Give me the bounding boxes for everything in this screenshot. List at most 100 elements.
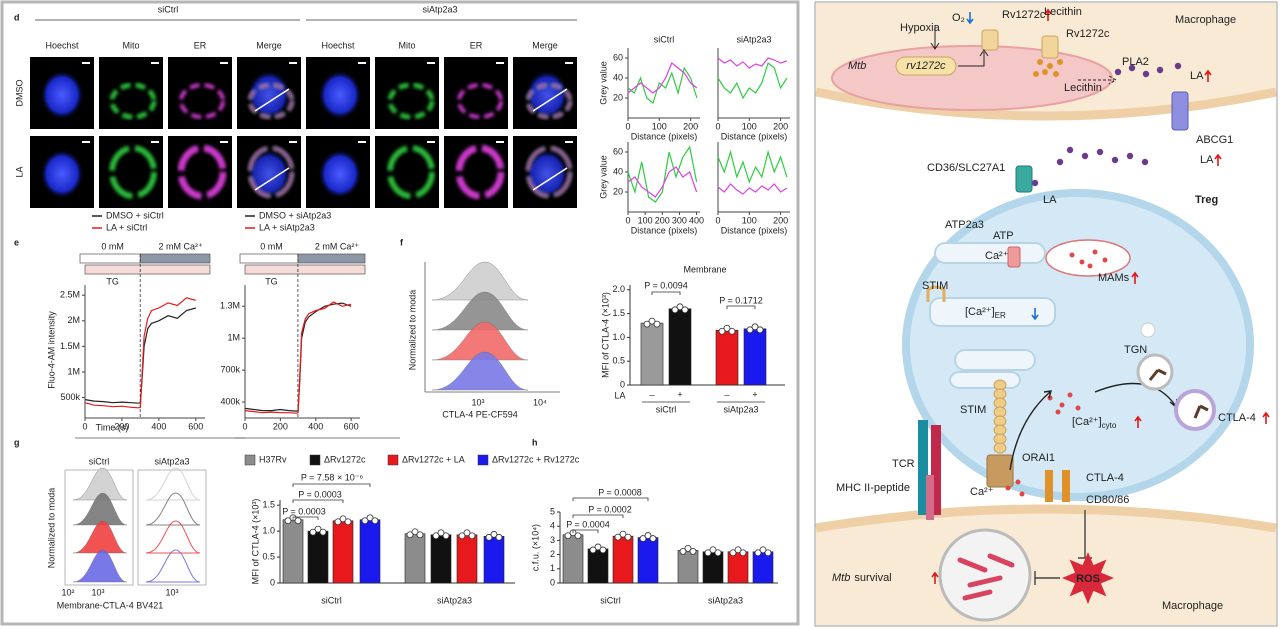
- protocol-bar: [297, 253, 366, 264]
- replicate-dot: [754, 549, 762, 557]
- bar: [677, 550, 699, 584]
- diagram-label: CD80/86: [1086, 494, 1129, 506]
- column-label: Mito: [398, 40, 415, 50]
- replicate-dot: [734, 546, 742, 554]
- y-axis-label: Grey value: [598, 155, 608, 199]
- histogram-frame: [137, 469, 207, 586]
- bar: [637, 537, 659, 584]
- replicate-dot: [361, 517, 369, 525]
- replicate-dot: [614, 533, 622, 541]
- replicate-dot: [366, 514, 374, 522]
- x-tick-label: 0: [715, 215, 720, 225]
- stim-top: [926, 285, 946, 302]
- calcium-dot: [1087, 263, 1093, 269]
- protocol-label: TG: [265, 276, 278, 286]
- p-value: P = 0.0094: [644, 280, 688, 290]
- y-tick-label: 1.5: [262, 500, 275, 510]
- replicate-dot: [458, 532, 466, 540]
- membrane: [815, 504, 1277, 533]
- ros-burst: [1062, 552, 1114, 604]
- calcium-dot: [1055, 409, 1061, 415]
- trend-arrow: [1131, 271, 1139, 284]
- replicate-dot: [599, 546, 607, 554]
- diagram-label: O₂: [952, 12, 965, 24]
- replicate-dot: [644, 532, 652, 539]
- data-line: [627, 62, 698, 94]
- group-label: siAtp2a3: [437, 595, 472, 605]
- replicate-dot: [729, 549, 737, 557]
- stain: [387, 145, 435, 199]
- profile-line: [532, 167, 568, 191]
- x-tick-label: 200: [683, 121, 698, 131]
- mitochondrion: [1045, 239, 1131, 277]
- label-sub: ER: [995, 311, 1006, 320]
- flow-arrow: [930, 25, 940, 50]
- histogram-ridge: [145, 520, 201, 554]
- replicate-dot: [643, 320, 651, 328]
- x-tick-label: 300: [672, 215, 687, 225]
- er-membrane: [929, 297, 1056, 327]
- replicate-dot: [437, 529, 445, 537]
- y-tick-label: 2.5M: [60, 290, 80, 300]
- bar: [307, 530, 329, 584]
- replicate-dot: [714, 549, 722, 557]
- diagram-label: CTLA-4: [1086, 472, 1124, 484]
- diagram-label: LA: [1190, 70, 1204, 82]
- scale-bar: [358, 141, 366, 143]
- replicate-dot: [709, 546, 717, 554]
- bar: [562, 534, 584, 584]
- nucleus: [40, 149, 84, 199]
- replicate-dot: [468, 532, 476, 540]
- replicate-dot: [490, 530, 498, 538]
- stain: [248, 83, 294, 119]
- nucleus: [247, 149, 291, 199]
- y-tick-label: 60: [613, 52, 623, 62]
- replicate-dot: [495, 533, 503, 541]
- histogram-ridge: [431, 321, 529, 361]
- replicate-dot: [344, 518, 352, 526]
- la-molecule: [1081, 152, 1089, 160]
- histogram-ridge: [145, 467, 201, 501]
- protocol-label: 0 mM: [260, 241, 283, 251]
- legend-label: ΔRv1272c: [324, 454, 366, 464]
- replicate-dot: [759, 546, 767, 554]
- x-tick-label: 10³: [471, 397, 484, 407]
- data-line: [84, 297, 196, 409]
- la-molecule: [1142, 70, 1150, 78]
- pump: [1007, 246, 1021, 268]
- lecithin: [1053, 71, 1059, 77]
- x-tick-label: 10³: [91, 587, 104, 597]
- data-line: [717, 149, 788, 184]
- y-tick-label: 1M: [227, 333, 240, 343]
- bar: [359, 519, 381, 584]
- group-label: siCtrl: [158, 4, 179, 14]
- calcium-dot: [1015, 479, 1021, 485]
- diagram-label: TCR: [892, 458, 915, 470]
- y-tick-label: 1.0: [612, 332, 625, 342]
- left-frame: [0, 0, 800, 626]
- legend-label: DMSO + siCtrl: [106, 210, 164, 220]
- x-tick-label: 0: [625, 121, 630, 131]
- scale-bar: [220, 62, 228, 64]
- calcium-dot: [1059, 402, 1065, 408]
- nucleus: [40, 70, 84, 120]
- diagram-label: Macrophage: [1175, 14, 1236, 26]
- treg-cell: [902, 189, 1254, 501]
- bar: [715, 329, 739, 386]
- y-tick-label: 0: [550, 577, 555, 587]
- diagram-label: Mtb survival: [832, 572, 892, 584]
- la-molecule: [1141, 158, 1149, 166]
- bar: [587, 548, 609, 584]
- panel-label: h: [532, 437, 538, 447]
- histogram-ridge: [72, 549, 128, 583]
- profile-line: [254, 167, 290, 191]
- replicate-dot: [619, 530, 627, 538]
- replicate-dot: [294, 517, 302, 525]
- replicate-dot: [485, 533, 493, 541]
- x-tick-label: 0: [82, 421, 87, 431]
- er-membrane: [954, 349, 1036, 371]
- la-molecule: [1174, 62, 1182, 70]
- x-axis-label: Membrane-CTLA-4 BV421: [57, 600, 164, 610]
- x-axis-label: Distance (pixels): [631, 131, 698, 141]
